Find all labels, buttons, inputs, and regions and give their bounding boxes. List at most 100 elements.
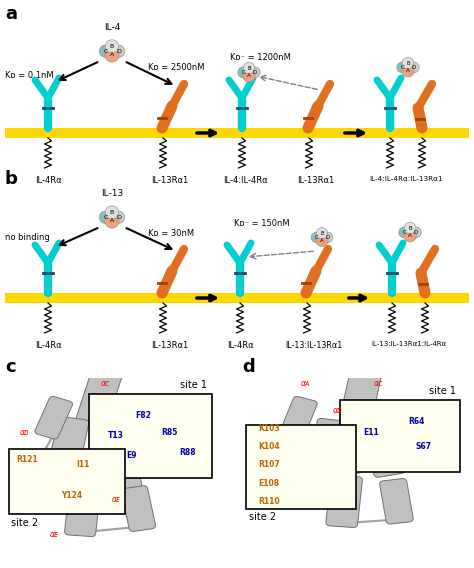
FancyBboxPatch shape: [380, 479, 413, 524]
FancyBboxPatch shape: [308, 419, 349, 482]
Text: αᴇ: αᴇ: [112, 495, 120, 504]
Bar: [339, 399, 460, 472]
Text: IL-13Rα1: IL-13Rα1: [151, 341, 189, 350]
Text: K104: K104: [258, 442, 280, 452]
Text: C: C: [103, 49, 108, 54]
Text: αᴄ: αᴄ: [100, 379, 109, 388]
Text: Kᴅ = 2500nM: Kᴅ = 2500nM: [148, 64, 204, 73]
Text: T13: T13: [108, 431, 124, 440]
Circle shape: [404, 222, 416, 234]
Text: Kᴅ⁻ = 150nM: Kᴅ⁻ = 150nM: [234, 219, 290, 228]
FancyBboxPatch shape: [280, 396, 317, 439]
FancyBboxPatch shape: [121, 486, 155, 532]
Text: A: A: [408, 233, 412, 238]
FancyBboxPatch shape: [100, 427, 142, 492]
Text: F82: F82: [135, 411, 151, 420]
Text: IL-13Rα1: IL-13Rα1: [297, 176, 335, 185]
Circle shape: [409, 62, 419, 73]
FancyBboxPatch shape: [360, 416, 405, 477]
Text: Y124: Y124: [61, 491, 82, 500]
Text: E108: E108: [258, 479, 280, 488]
Text: S67: S67: [416, 442, 432, 452]
Text: no binding: no binding: [5, 233, 50, 243]
FancyBboxPatch shape: [326, 475, 363, 528]
Text: D: D: [253, 70, 257, 75]
Text: d: d: [242, 358, 255, 376]
FancyBboxPatch shape: [339, 371, 381, 428]
Text: IL-4Rα: IL-4Rα: [35, 341, 61, 350]
Text: D: D: [414, 230, 418, 235]
Circle shape: [404, 229, 416, 242]
Text: R85: R85: [162, 428, 178, 437]
Circle shape: [112, 45, 125, 57]
Text: αᴇ: αᴇ: [49, 529, 58, 538]
Text: Kᴅ = 30nM: Kᴅ = 30nM: [148, 228, 194, 237]
Text: b: b: [5, 170, 18, 188]
Text: A: A: [406, 68, 410, 73]
Bar: [90, 394, 212, 478]
Circle shape: [105, 40, 118, 53]
Text: IL-4Rα: IL-4Rα: [35, 176, 61, 185]
Text: D: D: [412, 65, 416, 70]
Circle shape: [397, 62, 408, 73]
Text: C: C: [402, 230, 406, 235]
Text: site 1: site 1: [428, 386, 456, 396]
Text: C: C: [315, 235, 318, 240]
Text: αᴄ: αᴄ: [374, 379, 383, 388]
FancyBboxPatch shape: [75, 369, 122, 430]
Circle shape: [311, 232, 322, 243]
Text: D: D: [116, 215, 121, 220]
Text: B: B: [406, 61, 410, 65]
Circle shape: [99, 45, 111, 57]
Text: αᴀ: αᴀ: [301, 379, 310, 388]
Text: IL-13:IL-13Rα1: IL-13:IL-13Rα1: [285, 341, 343, 350]
Text: R88: R88: [179, 448, 196, 457]
Text: R64: R64: [409, 417, 425, 426]
Text: IL-13:IL-13Rα1:IL-4Rα: IL-13:IL-13Rα1:IL-4Rα: [372, 341, 447, 347]
Circle shape: [410, 227, 421, 238]
Circle shape: [238, 67, 248, 78]
Text: A: A: [110, 52, 114, 57]
Text: Kᴅ⁻ = 1200nM: Kᴅ⁻ = 1200nM: [229, 53, 291, 62]
Text: site 1: site 1: [181, 381, 208, 390]
Text: site 2: site 2: [248, 512, 276, 522]
Text: D: D: [326, 235, 329, 240]
Text: D: D: [116, 49, 121, 54]
Circle shape: [105, 48, 119, 62]
Circle shape: [402, 57, 414, 69]
Text: IL-4:IL-4Rα:IL-13Rα1: IL-4:IL-4Rα:IL-13Rα1: [369, 176, 443, 182]
Text: C: C: [241, 70, 245, 75]
Circle shape: [249, 67, 260, 78]
Text: IL-4Rα: IL-4Rα: [227, 341, 253, 350]
Text: IL-13: IL-13: [101, 189, 123, 198]
Text: K103: K103: [258, 424, 280, 433]
Text: IL-4: IL-4: [104, 23, 120, 32]
Text: R107: R107: [258, 461, 280, 470]
FancyBboxPatch shape: [64, 481, 101, 537]
Text: I11: I11: [76, 461, 90, 470]
Text: C: C: [103, 215, 108, 220]
Bar: [5, 128, 469, 138]
Text: B: B: [110, 210, 114, 215]
Text: B: B: [408, 225, 412, 231]
Text: B: B: [110, 44, 114, 49]
Circle shape: [243, 62, 255, 74]
Text: αᴅ: αᴅ: [332, 406, 342, 415]
Text: R121: R121: [16, 455, 38, 464]
Circle shape: [402, 64, 414, 77]
Text: A: A: [110, 219, 114, 223]
Circle shape: [322, 232, 333, 243]
Circle shape: [99, 211, 111, 223]
Circle shape: [112, 211, 125, 223]
Circle shape: [399, 227, 410, 238]
FancyBboxPatch shape: [46, 416, 89, 485]
Bar: [246, 425, 356, 508]
Text: a: a: [5, 5, 17, 23]
Text: IL-4:IL-4Rα: IL-4:IL-4Rα: [223, 176, 267, 185]
Text: B: B: [320, 231, 324, 236]
Text: B: B: [247, 65, 251, 70]
Text: E9: E9: [127, 452, 137, 461]
Text: A: A: [247, 73, 251, 78]
Text: site 2: site 2: [11, 517, 38, 528]
Text: C: C: [401, 65, 404, 70]
